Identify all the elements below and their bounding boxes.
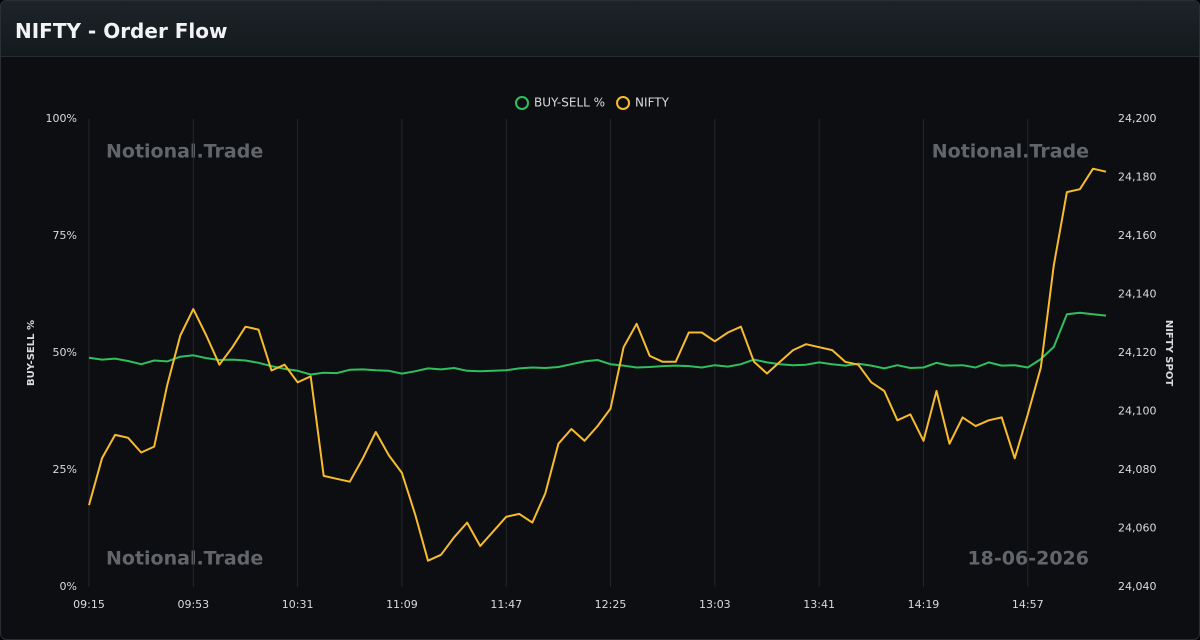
x-tick-label: 09:53 xyxy=(177,598,209,611)
y2-tick-label: 24,140 xyxy=(1118,288,1157,301)
x-tick-label: 14:19 xyxy=(908,598,940,611)
x-tick-label: 11:47 xyxy=(490,598,522,611)
y-tick-label: 50% xyxy=(53,346,77,359)
x-tick-label: 09:15 xyxy=(73,598,105,611)
x-tick-label: 13:03 xyxy=(699,598,731,611)
y2-tick-label: 24,100 xyxy=(1118,405,1157,418)
x-tick-label: 11:09 xyxy=(386,598,418,611)
widget-title: NIFTY - Order Flow xyxy=(1,1,1199,57)
series-line xyxy=(88,311,1107,376)
y2-tick-label: 24,200 xyxy=(1118,112,1157,125)
series-line xyxy=(88,167,1107,562)
watermark: Notional.Trade xyxy=(106,141,263,163)
x-tick-label: 12:25 xyxy=(595,598,627,611)
y2-tick-label: 24,060 xyxy=(1118,522,1157,535)
x-tick-label: 14:57 xyxy=(1012,598,1044,611)
y-axis-title: BUY-SELL % xyxy=(26,320,37,386)
y2-tick-label: 24,180 xyxy=(1118,171,1157,184)
y-tick-label: 100% xyxy=(46,112,77,125)
y2-tick-label: 24,120 xyxy=(1118,346,1157,359)
x-tick-label: 13:41 xyxy=(803,598,835,611)
watermark: Notional.Trade xyxy=(106,548,263,570)
legend-label: NIFTY xyxy=(635,96,670,110)
legend-marker xyxy=(515,96,529,110)
y2-tick-label: 24,040 xyxy=(1118,580,1157,593)
y2-tick-label: 24,080 xyxy=(1118,463,1157,476)
y-tick-label: 25% xyxy=(53,463,77,476)
legend-label: BUY-SELL % xyxy=(534,96,605,110)
y-tick-label: 75% xyxy=(53,229,77,242)
y2-axis-title: NIFTY SPOT xyxy=(1163,320,1174,386)
watermark: Notional.Trade xyxy=(932,141,1089,163)
legend-marker xyxy=(616,96,631,110)
y2-tick-label: 24,160 xyxy=(1118,229,1157,242)
y-tick-label: 0% xyxy=(60,580,77,593)
x-tick-label: 10:31 xyxy=(282,598,314,611)
